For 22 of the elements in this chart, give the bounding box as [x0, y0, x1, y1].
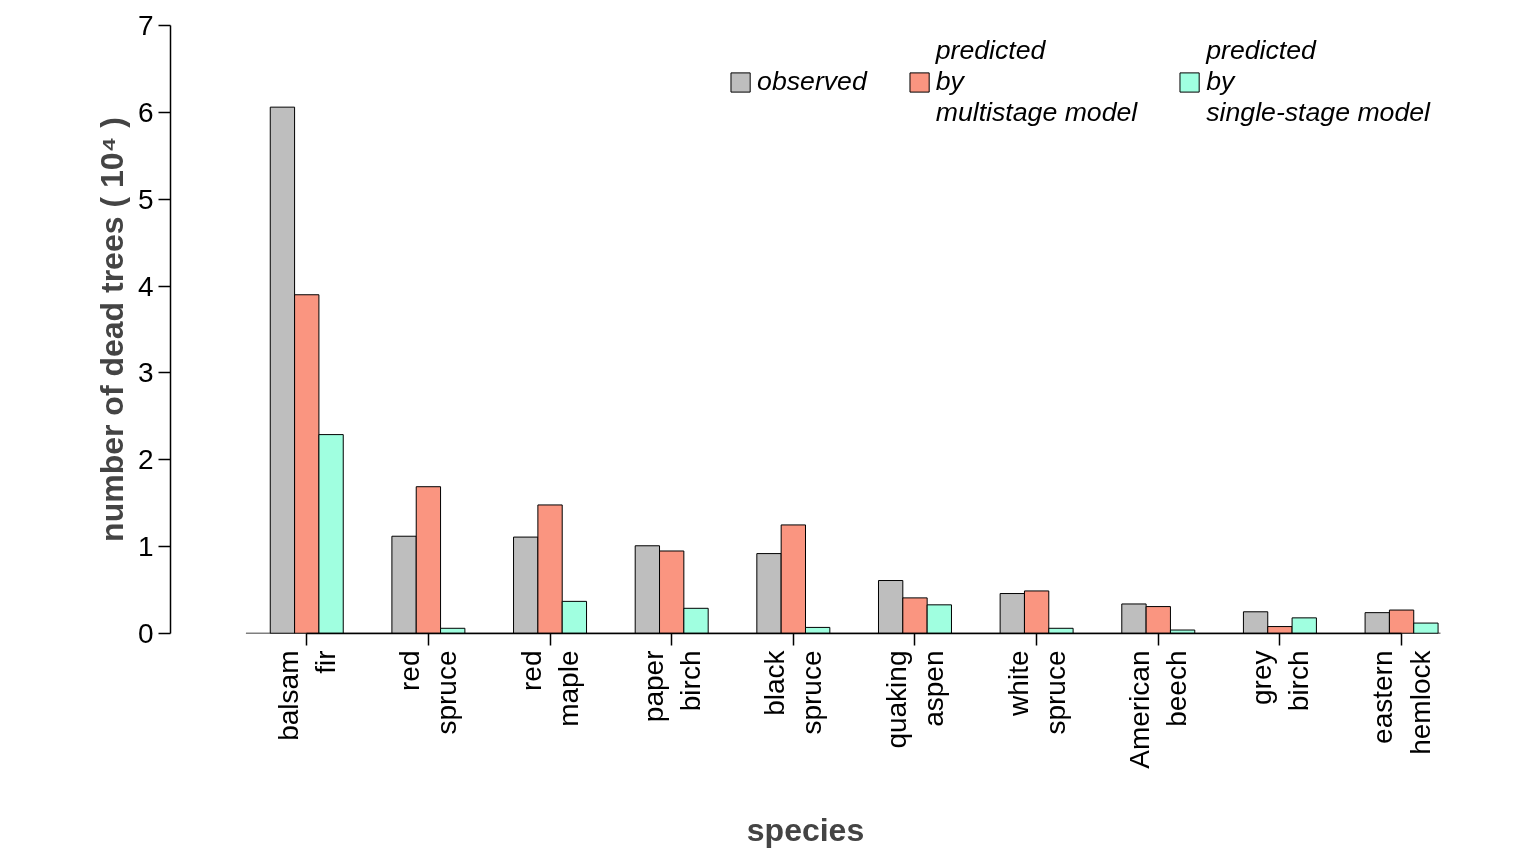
x-tick-label: paper birch	[637, 650, 706, 723]
y-tick-label: 0	[137, 618, 154, 649]
y-tick-label: 1	[137, 531, 154, 563]
legend-label: predicted by multistage model	[935, 35, 1138, 128]
y-tick-label: 3	[137, 357, 154, 389]
y-tick-label: 7	[137, 10, 154, 41]
x-tick-label: balsam fir	[272, 650, 341, 741]
legend-label: observed	[757, 66, 867, 97]
y-tick-label: 4	[137, 270, 154, 302]
x-axis-title: species	[746, 811, 865, 848]
y-tick-label: 2	[137, 444, 154, 476]
y-tick-label: 6	[137, 96, 154, 128]
y-axis-title: number of dead trees ( 10⁴ )	[93, 117, 130, 542]
x-tick-label: black spruce	[759, 649, 828, 735]
legend-label: predicted by single-stage model	[1206, 35, 1430, 128]
x-tick-label: red spruce	[394, 650, 463, 735]
x-tick-label: quaking aspen	[880, 650, 950, 749]
x-tick-label: red maple	[515, 650, 585, 727]
x-tick-label: grey birch	[1245, 650, 1315, 712]
x-tick-label: American beech	[1124, 650, 1193, 769]
y-tick-label: 5	[137, 183, 154, 215]
x-tick-label: eastern hemlock	[1367, 649, 1436, 755]
